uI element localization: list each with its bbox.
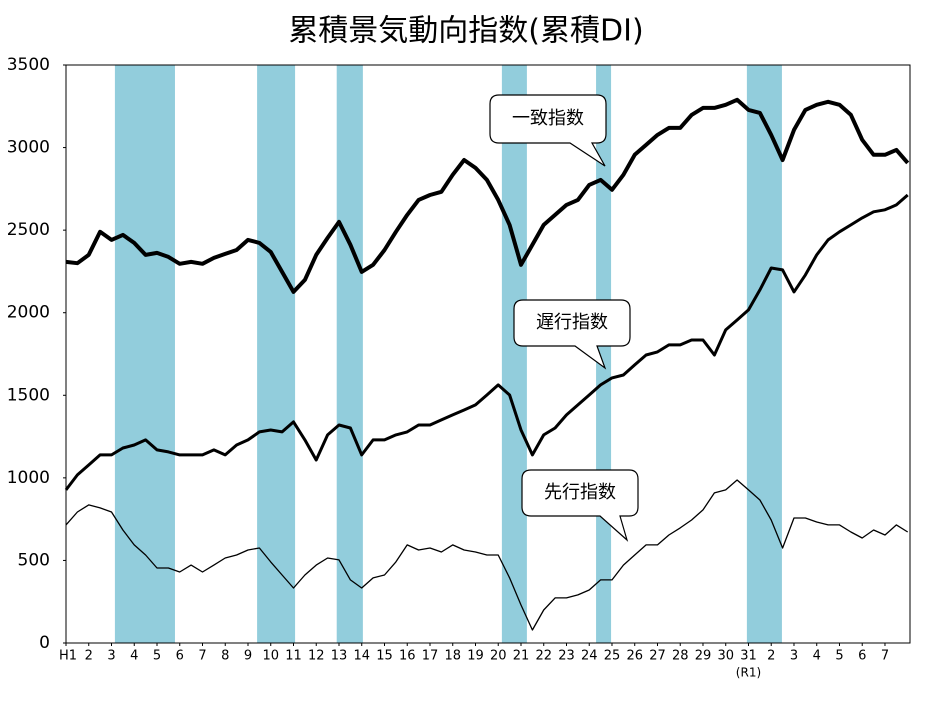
x-tick-label: 7 <box>198 649 206 664</box>
plot-frame <box>65 64 911 644</box>
callout-label: 一致指数 <box>512 108 584 129</box>
x-tick-label: 14 <box>353 649 370 664</box>
x-tick-label: 16 <box>399 649 416 664</box>
y-tick-label: 3000 <box>7 138 50 158</box>
x-tick-label: 29 <box>695 649 712 664</box>
x-tick-label: 6 <box>858 649 866 664</box>
y-tick-label: 0 <box>39 633 50 653</box>
x-tick-label: 23 <box>558 649 575 664</box>
y-tick-label: 3500 <box>7 55 50 75</box>
y-tick-label: 1000 <box>7 468 50 488</box>
series-line <box>64 193 909 491</box>
recession-band <box>746 65 782 643</box>
x-tick-label: 2 <box>85 649 93 664</box>
recession-band <box>501 65 527 643</box>
callout-box <box>513 299 631 370</box>
x-tick-label: 20 <box>490 649 507 664</box>
recession-band <box>257 65 296 643</box>
x-tick-label: 8 <box>221 649 229 664</box>
x-tick-label: 3 <box>790 649 798 664</box>
recession-band <box>114 65 175 643</box>
callout-label: 先行指数 <box>544 482 616 503</box>
x-tick-label: 24 <box>581 649 598 664</box>
y-tick-label: 500 <box>18 550 50 570</box>
x-tick-label: 26 <box>626 649 643 664</box>
x-era-note: (R1) <box>736 666 761 680</box>
callout-box <box>489 94 607 167</box>
x-tick-label: 28 <box>672 649 689 664</box>
chart-title: 累積景気動向指数(累積DI) <box>288 14 643 49</box>
x-tick-label: 9 <box>244 649 252 664</box>
x-tick-label: H1 <box>59 649 77 664</box>
x-tick-label: 27 <box>649 649 666 664</box>
y-tick-label: 1500 <box>7 385 50 405</box>
x-tick-label: 25 <box>604 649 621 664</box>
x-tick-label: 4 <box>813 649 821 664</box>
x-tick-label: 3 <box>107 649 115 664</box>
x-tick-label: 2 <box>767 649 775 664</box>
x-tick-label: 15 <box>376 649 393 664</box>
x-tick-label: 7 <box>881 649 889 664</box>
series-line <box>65 479 909 631</box>
series-line <box>65 97 910 294</box>
y-tick-label: 2500 <box>7 220 50 240</box>
x-tick-label: 31 <box>740 649 757 664</box>
x-tick-label: 13 <box>331 649 348 664</box>
x-tick-label: 6 <box>176 649 184 664</box>
x-tick-label: 18 <box>444 649 461 664</box>
x-tick-label: 19 <box>467 649 484 664</box>
x-tick-label: 21 <box>513 649 530 664</box>
callout-box <box>521 469 639 542</box>
x-tick-label: 17 <box>422 649 439 664</box>
x-tick-label: 11 <box>285 649 302 664</box>
x-tick-label: 30 <box>717 649 734 664</box>
callout-label: 遅行指数 <box>536 312 608 333</box>
x-tick-label: 4 <box>130 649 138 664</box>
x-tick-label: 22 <box>535 649 552 664</box>
y-tick-label: 2000 <box>7 303 50 323</box>
x-tick-label: 5 <box>153 649 161 664</box>
x-tick-label: 5 <box>835 649 843 664</box>
x-tick-label: 10 <box>262 649 279 664</box>
recession-band <box>336 65 363 643</box>
x-tick-label: 12 <box>308 649 325 664</box>
